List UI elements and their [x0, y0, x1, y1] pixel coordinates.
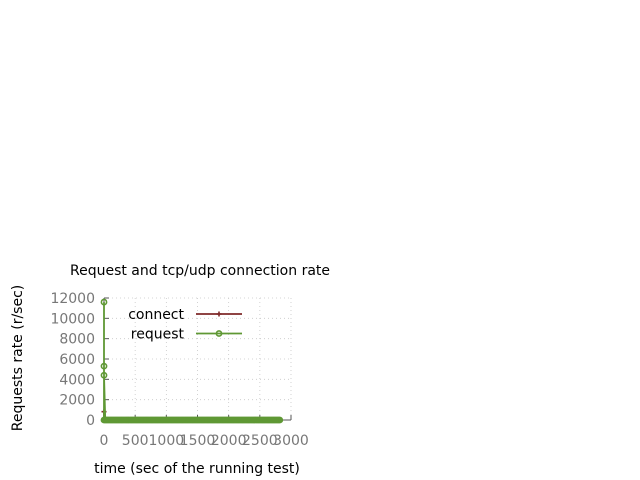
- legend-marker: [215, 330, 223, 337]
- y-tick-label: 2000: [59, 393, 95, 409]
- legend-item-connect: connect: [128, 307, 242, 323]
- legend: connect request: [128, 307, 242, 343]
- grid: [104, 297, 292, 420]
- legend-item-request: request: [131, 327, 242, 343]
- data-point: [276, 416, 284, 424]
- y-tick-label: 4000: [59, 372, 95, 388]
- chart-title: Request and tcp/udp connection rate: [70, 263, 330, 279]
- x-tick-label: 1000: [149, 433, 185, 449]
- x-tick-label: 0: [100, 433, 109, 449]
- y-tick-label: 10000: [50, 311, 95, 327]
- plot-area: [100, 298, 284, 424]
- y-tick-label: 0: [86, 413, 95, 429]
- legend-marker: [216, 311, 222, 317]
- y-axis: 0 2000 4000 6000 8000 10000 12000: [50, 291, 109, 429]
- y-tick-label: 6000: [59, 352, 95, 368]
- y-tick-label: 8000: [59, 332, 95, 348]
- x-tick-label: 2000: [211, 433, 247, 449]
- data-point: [100, 371, 108, 379]
- series-request: [100, 298, 284, 424]
- x-tick-label: 1500: [180, 433, 216, 449]
- y-axis-label: Requests rate (r/sec): [10, 285, 26, 432]
- x-tick-label: 3000: [273, 433, 309, 449]
- data-point: [100, 298, 108, 306]
- y-tick-label: 12000: [50, 291, 95, 307]
- legend-label: connect: [128, 307, 184, 323]
- x-tick-label: 2500: [242, 433, 278, 449]
- x-tick-label: 500: [122, 433, 149, 449]
- legend-label: request: [131, 327, 185, 343]
- x-axis-label: time (sec of the running test): [94, 461, 300, 477]
- data-point: [100, 362, 108, 370]
